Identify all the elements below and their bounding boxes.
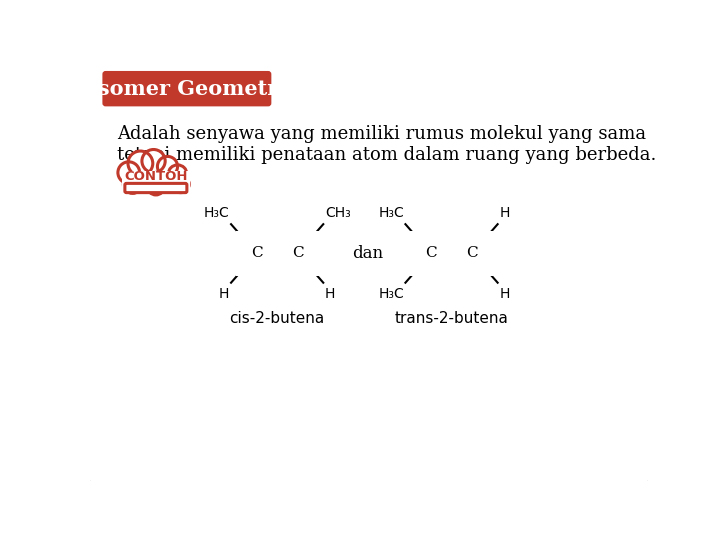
FancyBboxPatch shape <box>122 171 190 191</box>
Text: cis-2-butena: cis-2-butena <box>230 312 325 326</box>
Circle shape <box>148 178 164 195</box>
Text: H: H <box>325 287 336 301</box>
Circle shape <box>172 176 189 193</box>
Text: C: C <box>251 246 262 260</box>
Text: H: H <box>499 287 510 301</box>
FancyBboxPatch shape <box>102 71 271 106</box>
Text: H₃C: H₃C <box>204 206 230 220</box>
Text: dan: dan <box>352 245 383 262</box>
Text: Adalah senyawa yang memiliki rumus molekul yang sama: Adalah senyawa yang memiliki rumus molek… <box>117 125 647 143</box>
Circle shape <box>123 175 142 193</box>
FancyBboxPatch shape <box>87 62 651 484</box>
Text: CH₃: CH₃ <box>325 206 351 220</box>
FancyBboxPatch shape <box>125 184 187 193</box>
Text: H: H <box>499 206 510 220</box>
Text: Isomer Geometri: Isomer Geometri <box>88 79 286 99</box>
Text: C: C <box>426 246 437 260</box>
Text: H₃C: H₃C <box>378 287 404 301</box>
Circle shape <box>118 162 140 184</box>
Circle shape <box>142 150 165 173</box>
Text: H: H <box>219 287 230 301</box>
Text: C: C <box>467 246 478 260</box>
Circle shape <box>158 157 178 177</box>
Circle shape <box>128 151 153 176</box>
Circle shape <box>168 165 187 184</box>
Text: tetapi memiliki penataan atom dalam ruang yang berbeda.: tetapi memiliki penataan atom dalam ruan… <box>117 146 657 164</box>
Text: H₃C: H₃C <box>378 206 404 220</box>
Text: CONTOH: CONTOH <box>124 170 188 183</box>
Text: C: C <box>292 246 304 260</box>
Text: trans-2-butena: trans-2-butena <box>395 312 508 326</box>
